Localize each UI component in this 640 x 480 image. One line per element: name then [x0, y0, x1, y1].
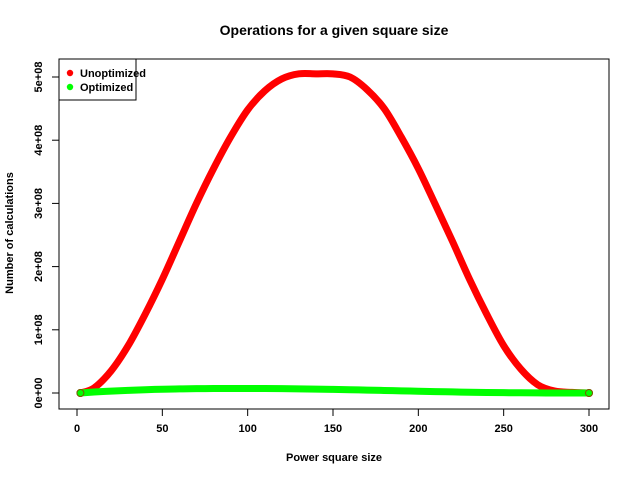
y-tick-label: 5e+08 — [33, 62, 45, 93]
data-point — [76, 389, 85, 397]
plot-area-frame — [58, 58, 610, 410]
x-tick-label: 300 — [580, 423, 598, 435]
x-axis: 0 50 100 150 200 250 300 — [74, 408, 598, 435]
legend-marker-unoptimized — [66, 69, 74, 77]
y-axis-label: Number of calculations — [4, 172, 16, 294]
y-axis: 0e+00 1e+08 2e+08 3e+08 4e+08 5e+08 — [33, 62, 60, 409]
y-tick-label: 4e+08 — [33, 125, 45, 156]
x-tick-label: 0 — [74, 423, 80, 435]
y-tick-label: 1e+08 — [33, 314, 45, 345]
chart-title: Operations for a given square size — [220, 22, 449, 38]
legend-marker-optimized — [66, 83, 74, 91]
y-tick-label: 3e+08 — [33, 188, 45, 219]
y-tick-label: 0e+00 — [33, 378, 45, 409]
legend-label-unoptimized: Unoptimized — [80, 68, 146, 80]
y-tick-label: 2e+08 — [33, 251, 45, 282]
series-line-optimized — [76, 384, 593, 397]
x-tick-label: 250 — [494, 423, 512, 435]
x-tick-label: 150 — [324, 423, 342, 435]
legend-label-optimized: Optimized — [80, 82, 133, 94]
x-tick-label: 200 — [409, 423, 427, 435]
x-axis-label: Power square size — [286, 452, 382, 464]
plot-layer — [76, 69, 593, 397]
data-point — [585, 389, 593, 397]
x-tick-label: 50 — [156, 423, 168, 435]
legend-box — [58, 58, 137, 101]
legend: Unoptimized Optimized — [58, 58, 146, 101]
x-tick-label: 100 — [238, 423, 256, 435]
series-line-unoptimized — [76, 69, 593, 397]
